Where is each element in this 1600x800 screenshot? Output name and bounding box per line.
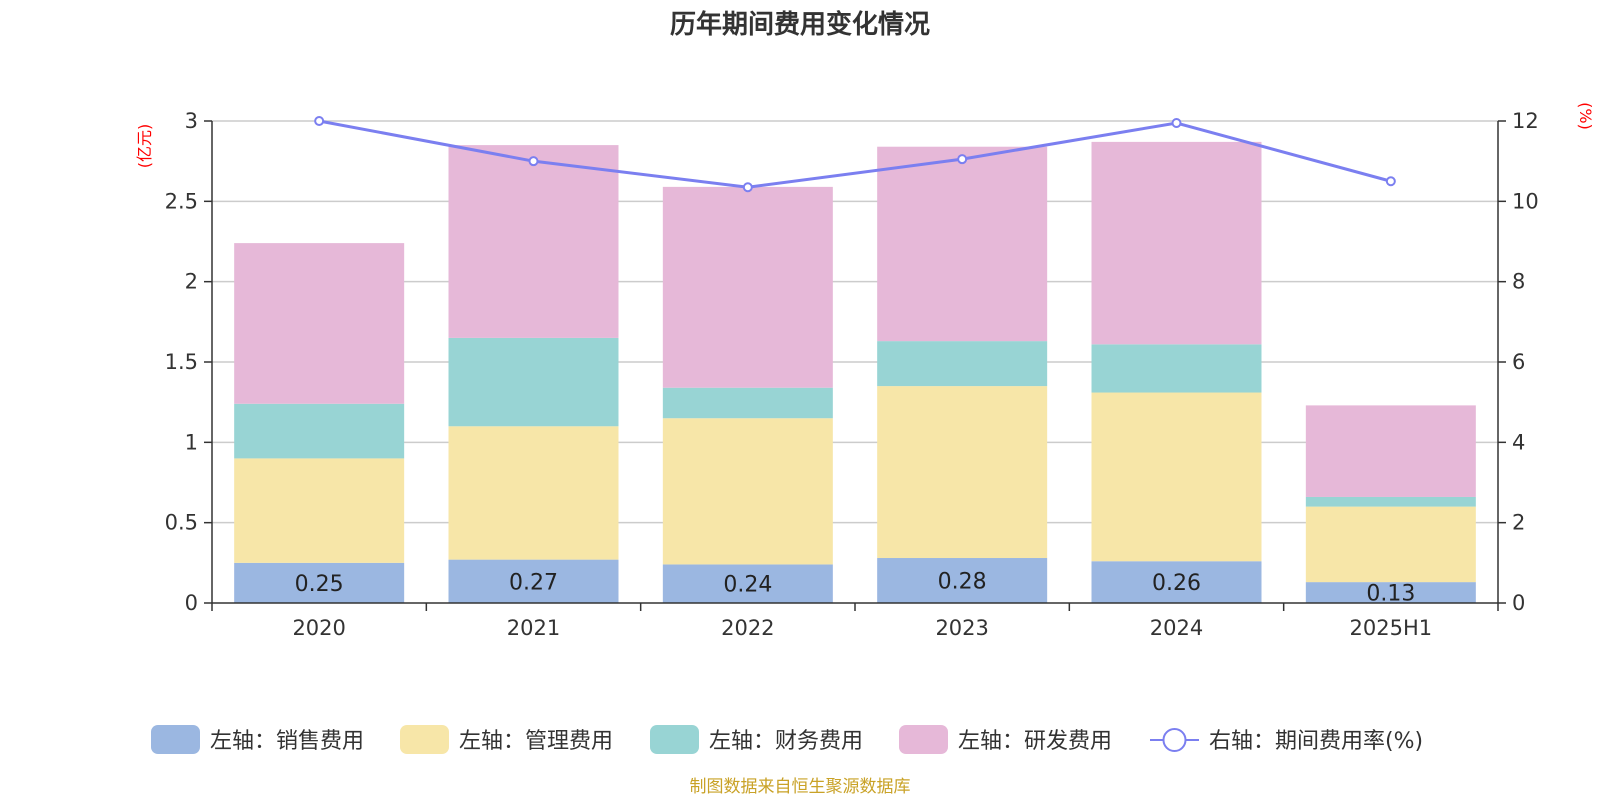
legend-label: 左轴：销售费用 [210, 729, 364, 754]
legend-swatch [400, 725, 449, 754]
bar-4-2025H1 [1305, 405, 1476, 497]
bar-3-2025H1 [1305, 496, 1476, 507]
right-axis-tick-label: 8 [1512, 270, 1525, 294]
gridlines [212, 120, 1498, 524]
x-axis-tick-label: 2022 [721, 616, 774, 640]
bar-3-2023 [877, 341, 1048, 387]
data-label: 0.24 [723, 573, 772, 598]
x-axis-tick-label: 2020 [292, 616, 345, 640]
chart-title: 历年期间费用变化情况 [670, 9, 930, 40]
bar-3-2021 [448, 337, 619, 427]
legend: 左轴：销售费用 左轴：管理费用 左轴：财务费用 左轴：研发费用 右轴：期间费用率(%) [151, 725, 1423, 754]
right-axis-tick-label: 10 [1512, 189, 1539, 213]
legend-swatch [650, 725, 699, 754]
legend-label: 右轴：期间费用率(%) [1209, 729, 1423, 754]
expense-rate-line [318, 119, 1392, 189]
left-axis-tick-label: 3 [185, 109, 198, 133]
bar-2-2025H1 [1305, 506, 1476, 583]
bar-4-2021 [448, 145, 619, 338]
expense-rate-point [314, 116, 325, 126]
legend-label: 左轴：财务费用 [709, 729, 863, 754]
left-axis-tick-label: 0 [185, 591, 198, 615]
x-axis-tick-label: 2024 [1150, 616, 1203, 640]
x-axis-tick-label: 2025H1 [1350, 616, 1433, 640]
bar-3-2020 [234, 403, 405, 459]
bar-3-2022 [662, 387, 833, 419]
legend-swatch [899, 725, 948, 754]
bar-4-2024 [1091, 141, 1262, 345]
expense-rate-point [1171, 118, 1182, 129]
left-axis-tick-label: 1.5 [165, 350, 198, 374]
bar-1-2020 [234, 562, 405, 603]
bar-1-2022 [662, 564, 833, 603]
right-axis-unit: (%) [1576, 102, 1595, 130]
bar-2-2022 [662, 418, 833, 565]
expense-rate-point [742, 182, 753, 193]
bar-4-2022 [662, 186, 833, 388]
bar-2-2024 [1091, 392, 1262, 562]
left-axis-unit: (亿元) [135, 124, 154, 169]
bar-1-2024 [1091, 561, 1262, 603]
bar-1-2021 [448, 559, 619, 603]
expense-rate-point [528, 156, 539, 167]
right-axis-tick-label: 2 [1512, 511, 1525, 535]
x-axis-tick-label: 2023 [935, 616, 988, 640]
legend-swatch [151, 725, 200, 754]
bar-4-2023 [877, 146, 1048, 342]
legend-label: 左轴：管理费用 [459, 729, 613, 754]
data-label: 0.13 [1366, 582, 1415, 607]
legend-label: 左轴：研发费用 [958, 729, 1112, 754]
right-axis-tick-label: 12 [1512, 109, 1539, 133]
data-label: 0.26 [1152, 571, 1201, 596]
bar-2-2023 [877, 386, 1048, 559]
right-axis-tick-label: 4 [1512, 430, 1525, 454]
right-axis-tick-label: 6 [1512, 350, 1525, 374]
bar-4-2020 [234, 243, 405, 404]
x-axis-tick-label: 2021 [507, 616, 560, 640]
left-axis-tick-label: 1 [185, 430, 198, 454]
legend-marker [1162, 728, 1187, 752]
data-label: 0.28 [938, 570, 987, 595]
expense-rate-point [1385, 176, 1396, 187]
axes: 0 0.5 1 1.5 2 2.5 3 0 2 4 6 8 10 12 2020 2021 2022 2023 20… [165, 109, 1539, 640]
data-label: 0.27 [509, 570, 558, 595]
data-labels: 0.25 0.27 0.24 0.28 0.26 0.13 [295, 570, 1416, 607]
line-series [314, 116, 1396, 193]
bar-series [234, 141, 1476, 603]
bar-1-2023 [877, 558, 1048, 603]
bar-2-2020 [234, 458, 405, 563]
right-axis-tick-label: 0 [1512, 591, 1525, 615]
left-axis-tick-label: 2 [185, 270, 198, 294]
left-axis-tick-label: 2.5 [165, 189, 198, 213]
source-note: 制图数据来自恒生聚源数据库 [690, 777, 911, 797]
data-label: 0.25 [295, 572, 344, 597]
bar-2-2021 [448, 426, 619, 560]
expense-rate-point [957, 154, 968, 165]
left-axis-tick-label: 0.5 [165, 511, 198, 535]
bar-3-2024 [1091, 344, 1262, 393]
bar-1-2025H1 [1305, 582, 1476, 603]
